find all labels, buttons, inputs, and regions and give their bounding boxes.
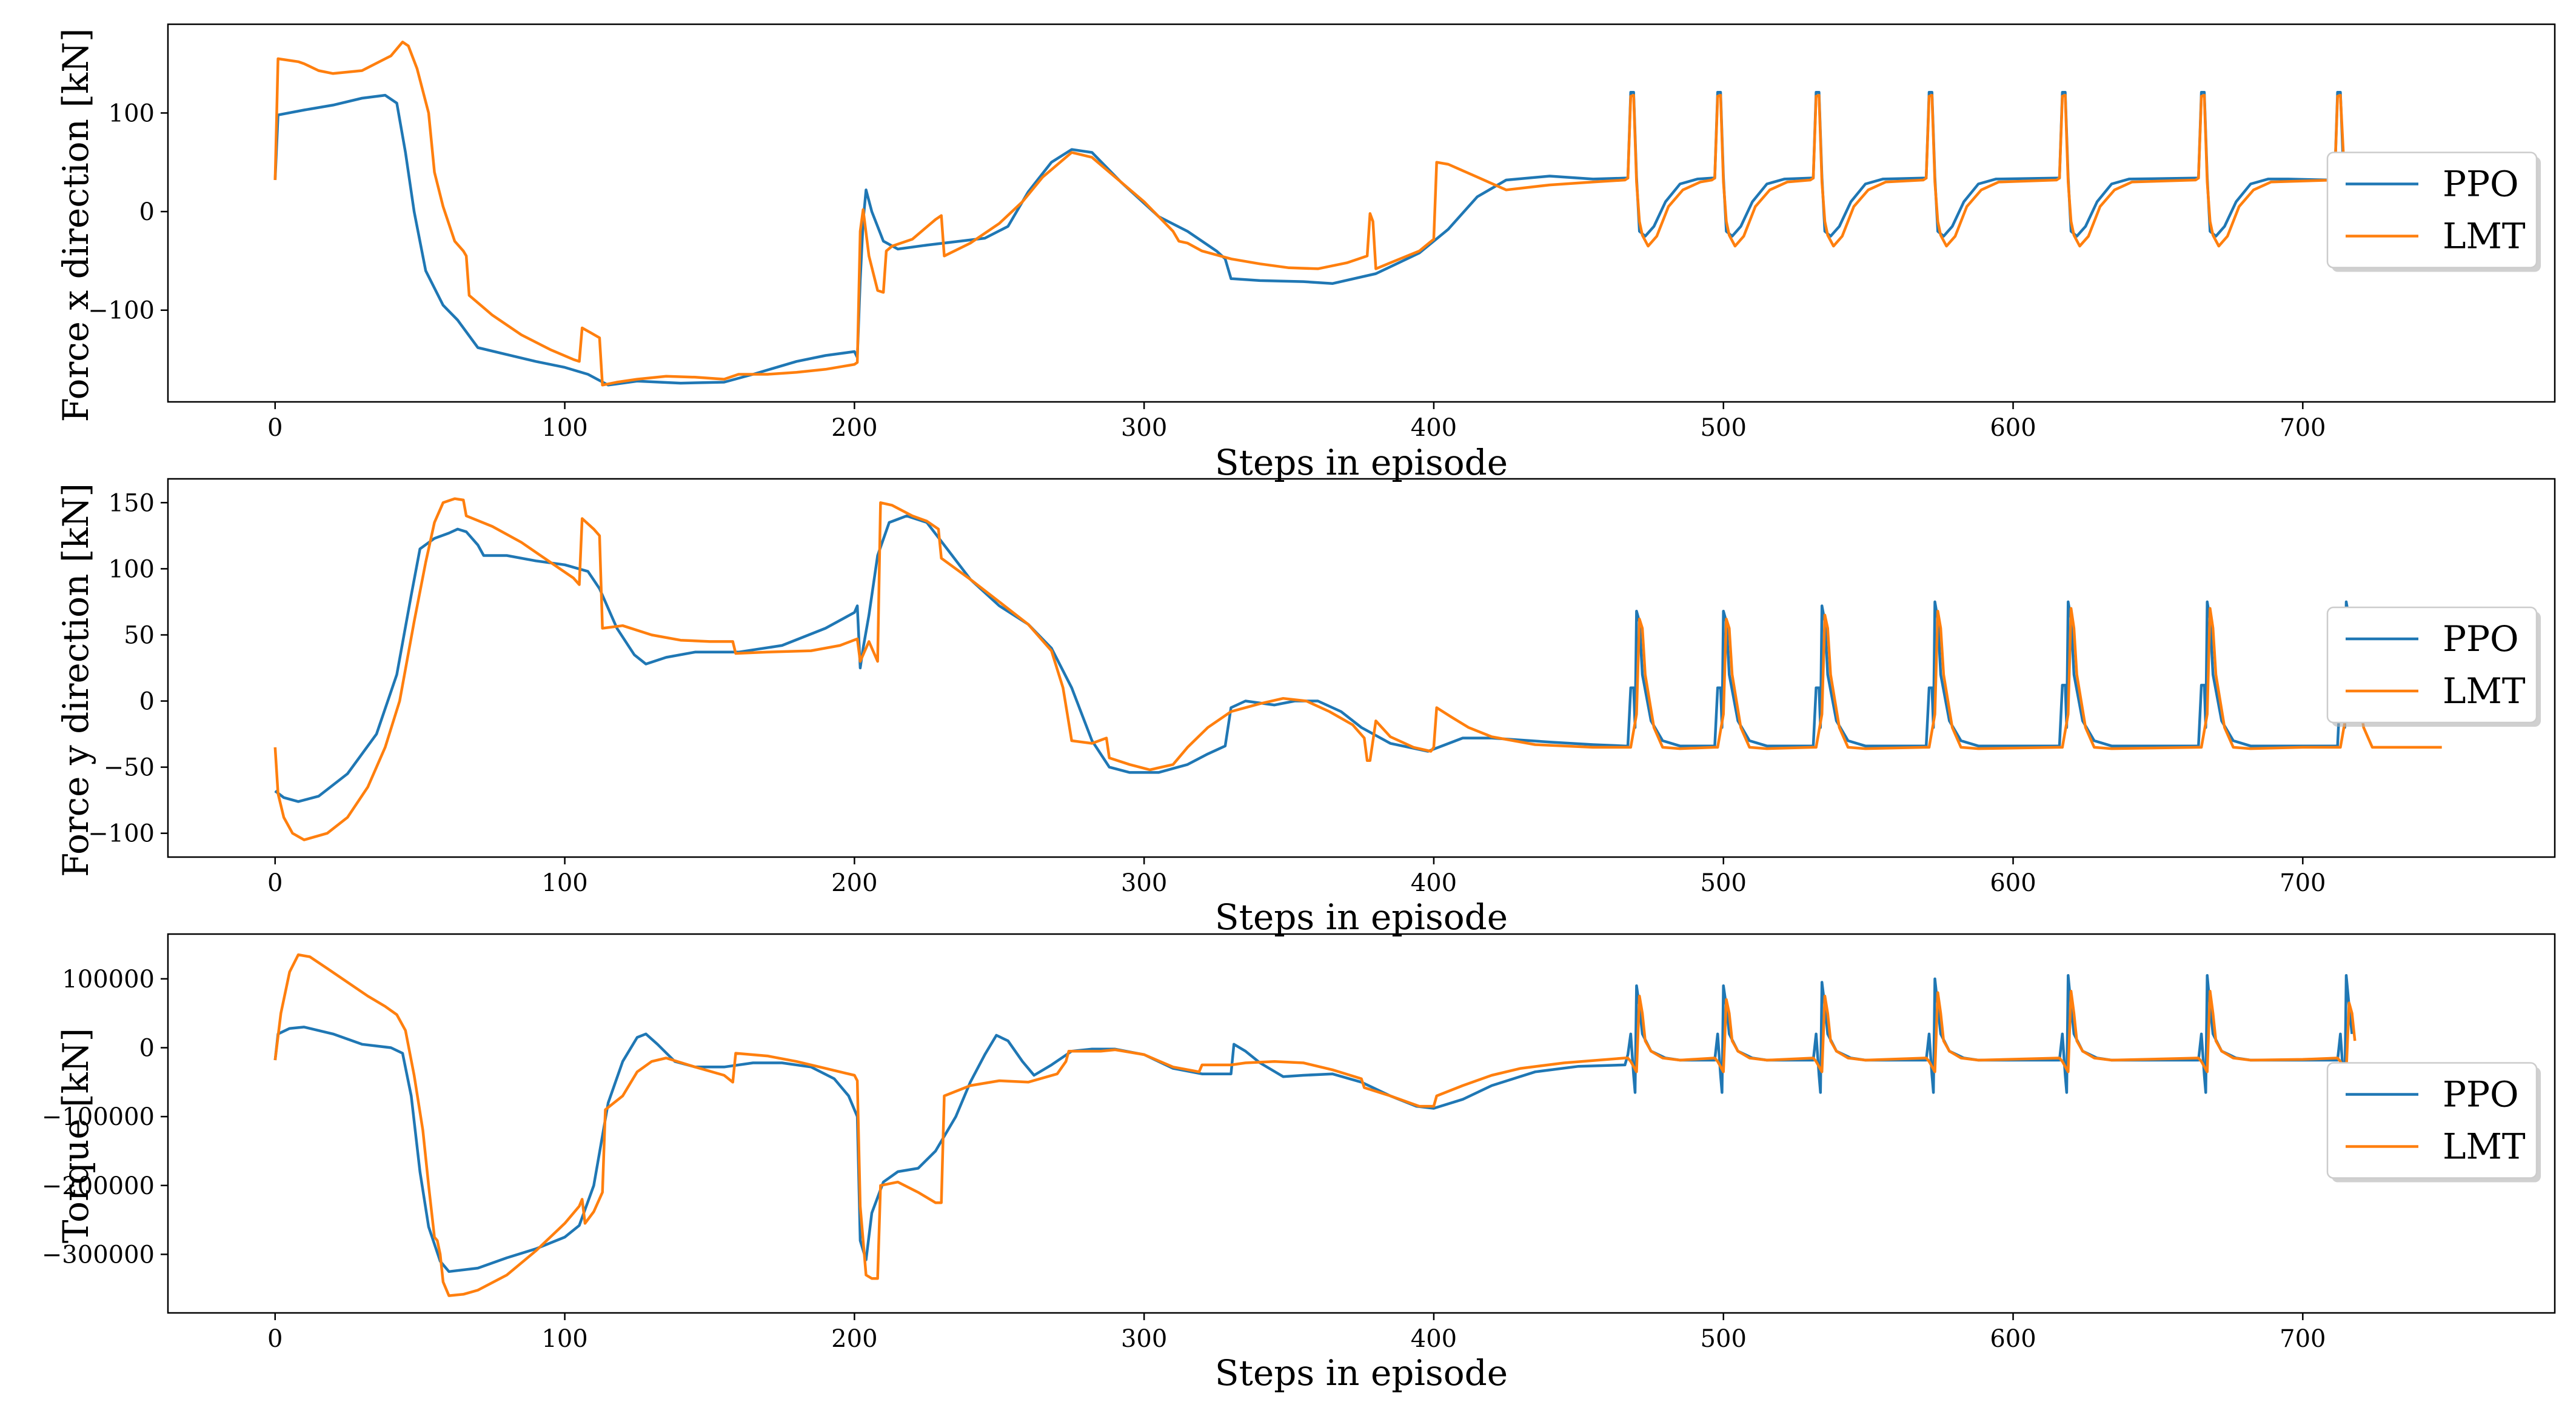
x-tick-label: 100	[541, 1325, 587, 1353]
x-tick-label: 200	[831, 869, 877, 897]
y-tick-label: 150	[109, 489, 155, 517]
x-tick-label: 600	[1990, 1325, 2036, 1353]
x-tick-label: 400	[1411, 1325, 1457, 1353]
legend-label-ppo: PPO	[2443, 618, 2519, 659]
x-tick-label: 300	[1121, 1325, 1167, 1353]
plot-frame	[167, 478, 2556, 858]
series-line-lmt	[273, 953, 2357, 1297]
legend-box	[2326, 152, 2538, 269]
x-tick-label: 600	[1990, 869, 2036, 897]
y-tick-label: 100	[109, 555, 155, 583]
legend: PPO LMT	[2326, 1062, 2541, 1183]
y-tick-label: 100000	[62, 966, 155, 993]
legend-box	[2326, 1062, 2538, 1179]
legend-label-lmt: LMT	[2443, 670, 2526, 712]
x-axis-label: Steps in episode	[1215, 1352, 1508, 1394]
x-tick-label: 0	[267, 869, 283, 897]
x-tick-label: 700	[2280, 1325, 2326, 1353]
chart-panel-3: 0 100 200 300 400 500 600 700 −300000 −200000 −100…	[42, 933, 2556, 1394]
series-line-ppo	[273, 973, 2354, 1273]
y-tick-label: 0	[139, 1035, 155, 1063]
x-tick-label: 700	[2280, 869, 2326, 897]
chart-panel-2: 0 100 200 300 400 500 600 700 −100 −50 0 50 100 150 St…	[55, 478, 2556, 938]
y-axis-label: Force y direction [kN]	[55, 483, 96, 877]
x-tick-label: 700	[2280, 414, 2326, 442]
legend-label-ppo: PPO	[2443, 1074, 2519, 1115]
legend-label-lmt: LMT	[2443, 216, 2526, 257]
x-tick-label: 400	[1411, 414, 1457, 442]
x-tick-label: 200	[831, 1325, 877, 1353]
legend-box	[2326, 606, 2538, 724]
x-tick-label: 500	[1701, 869, 1747, 897]
x-tick-label: 0	[267, 414, 283, 442]
y-tick-label: 50	[124, 621, 155, 649]
series-line-ppo	[273, 90, 2345, 387]
x-tick-label: 500	[1701, 1325, 1747, 1353]
y-tick-label: 100	[109, 99, 155, 127]
legend-label-ppo: PPO	[2443, 164, 2519, 205]
x-tick-label: 300	[1121, 414, 1167, 442]
x-tick-label: 100	[541, 869, 587, 897]
y-tick-label: 0	[139, 688, 155, 716]
legend-label-lmt: LMT	[2443, 1126, 2526, 1167]
y-axis-label: Torque [kN]	[55, 1028, 96, 1243]
x-tick-label: 0	[267, 1325, 283, 1353]
y-tick-label: −100	[88, 820, 155, 848]
x-tick-label: 300	[1121, 869, 1167, 897]
x-axis-label: Steps in episode	[1215, 896, 1508, 938]
x-tick-label: 400	[1411, 869, 1457, 897]
y-tick-label: −50	[104, 754, 155, 782]
series-line-lmt	[273, 41, 2345, 387]
legend: PPO LMT	[2326, 606, 2541, 727]
x-tick-label: 600	[1990, 414, 2036, 442]
y-tick-label: −100	[88, 297, 155, 325]
x-axis-label: Steps in episode	[1215, 442, 1508, 483]
y-tick-label: −200000	[42, 1172, 155, 1200]
x-tick-label: 500	[1701, 414, 1747, 442]
y-tick-label: −300000	[42, 1241, 155, 1269]
chart-panel-1: 0 100 200 300 400 500 600 700 −100 0 100 Steps in e…	[55, 23, 2556, 483]
plot-frame	[167, 933, 2556, 1314]
x-tick-label: 200	[831, 414, 877, 442]
plot-frame	[167, 23, 2556, 403]
y-axis-label: Force x direction [kN]	[55, 28, 96, 422]
legend: PPO LMT	[2326, 152, 2541, 272]
series-line-lmt	[273, 497, 2442, 841]
x-tick-label: 100	[541, 414, 587, 442]
y-tick-label: −100000	[42, 1103, 155, 1131]
series-line-ppo	[274, 514, 2351, 803]
y-tick-label: 0	[139, 198, 155, 226]
